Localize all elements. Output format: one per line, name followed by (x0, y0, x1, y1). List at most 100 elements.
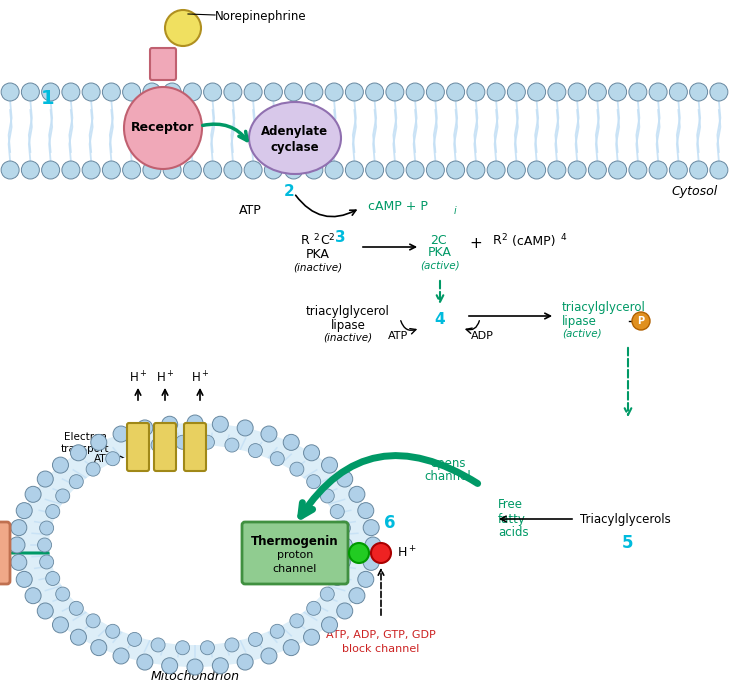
Circle shape (568, 161, 586, 179)
Circle shape (162, 416, 178, 432)
Circle shape (244, 161, 262, 179)
Text: triacylglycerol: triacylglycerol (562, 302, 646, 315)
Circle shape (346, 161, 363, 179)
Circle shape (325, 161, 343, 179)
Circle shape (25, 486, 41, 502)
Circle shape (710, 161, 728, 179)
Circle shape (42, 161, 60, 179)
Circle shape (69, 475, 83, 488)
Text: opens: opens (430, 456, 466, 469)
Text: H$^+$: H$^+$ (397, 545, 416, 561)
Text: 5: 5 (623, 534, 634, 552)
Circle shape (249, 633, 262, 646)
Circle shape (212, 416, 228, 432)
Text: channel: channel (273, 564, 317, 574)
Circle shape (346, 83, 363, 101)
Circle shape (137, 654, 153, 670)
Circle shape (113, 648, 129, 664)
Text: Norepinephrine: Norepinephrine (215, 10, 307, 23)
Text: (inactive): (inactive) (294, 262, 343, 272)
Circle shape (9, 537, 25, 553)
Circle shape (690, 83, 708, 101)
Circle shape (151, 438, 165, 452)
Text: 4: 4 (561, 232, 566, 242)
Circle shape (249, 444, 262, 458)
Circle shape (1, 161, 19, 179)
Circle shape (330, 504, 344, 519)
Circle shape (21, 83, 39, 101)
Circle shape (102, 161, 120, 179)
Circle shape (325, 83, 343, 101)
Circle shape (336, 521, 351, 535)
Circle shape (52, 457, 69, 473)
Text: block channel: block channel (343, 644, 420, 654)
Text: (active): (active) (562, 329, 601, 339)
Circle shape (184, 83, 201, 101)
Text: lipase: lipase (562, 315, 597, 328)
Circle shape (16, 503, 32, 519)
Circle shape (46, 504, 60, 519)
Circle shape (62, 83, 80, 101)
Text: acids: acids (498, 526, 529, 539)
Text: H$^+$: H$^+$ (156, 370, 174, 385)
Circle shape (406, 161, 424, 179)
Circle shape (82, 83, 100, 101)
Circle shape (212, 657, 228, 674)
Circle shape (143, 161, 161, 179)
Text: proton: proton (277, 550, 313, 560)
Circle shape (349, 543, 369, 563)
Circle shape (284, 161, 303, 179)
Circle shape (176, 436, 190, 449)
Circle shape (16, 572, 32, 587)
Text: 3: 3 (335, 229, 346, 245)
Circle shape (91, 434, 106, 451)
Circle shape (305, 83, 323, 101)
Circle shape (447, 161, 464, 179)
Circle shape (290, 614, 304, 628)
Circle shape (426, 83, 445, 101)
Circle shape (224, 161, 242, 179)
Circle shape (21, 161, 39, 179)
Circle shape (86, 614, 100, 628)
Circle shape (187, 659, 203, 675)
Ellipse shape (49, 445, 341, 645)
Circle shape (137, 420, 153, 436)
Circle shape (261, 648, 277, 664)
Text: i: i (454, 206, 457, 216)
Circle shape (265, 161, 282, 179)
Circle shape (366, 83, 383, 101)
Circle shape (176, 641, 190, 655)
Circle shape (113, 426, 129, 442)
Circle shape (649, 83, 667, 101)
Circle shape (507, 83, 526, 101)
Circle shape (163, 161, 181, 179)
Circle shape (284, 434, 299, 451)
Ellipse shape (249, 102, 341, 174)
Circle shape (55, 587, 70, 601)
Circle shape (244, 83, 262, 101)
Circle shape (261, 426, 277, 442)
Text: channel: channel (424, 471, 472, 484)
Circle shape (307, 601, 321, 616)
Circle shape (106, 624, 120, 638)
Text: ADP: ADP (470, 331, 494, 341)
Text: +: + (469, 236, 483, 251)
FancyBboxPatch shape (154, 423, 176, 471)
Text: Thermogenin: Thermogenin (252, 534, 339, 548)
Text: (active): (active) (420, 261, 460, 271)
Circle shape (467, 161, 485, 179)
Circle shape (609, 83, 627, 101)
Text: triacylglycerol: triacylglycerol (306, 306, 390, 319)
Text: lipase: lipase (330, 319, 365, 332)
Circle shape (467, 83, 485, 101)
Text: 1: 1 (41, 89, 55, 107)
Circle shape (649, 161, 667, 179)
Circle shape (91, 640, 106, 655)
Text: Receptor: Receptor (131, 122, 195, 135)
FancyBboxPatch shape (127, 423, 149, 471)
Circle shape (710, 83, 728, 101)
Circle shape (225, 438, 239, 452)
Text: Free: Free (498, 499, 523, 512)
Circle shape (122, 161, 141, 179)
Circle shape (284, 83, 303, 101)
